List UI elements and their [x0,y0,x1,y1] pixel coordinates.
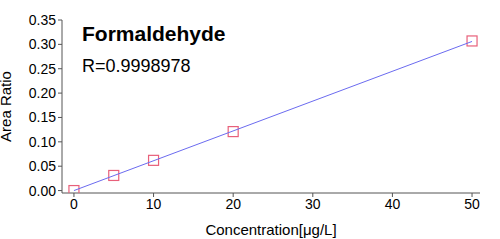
svg-text:0.15: 0.15 [29,109,56,125]
svg-text:0.20: 0.20 [29,85,56,101]
svg-text:0: 0 [70,196,78,212]
svg-text:20: 20 [225,196,241,212]
svg-text:0.05: 0.05 [29,158,56,174]
svg-text:30: 30 [305,196,321,212]
html-text:Formaldehyde: Formaldehyde [82,22,226,45]
svg-text:0.30: 0.30 [29,36,56,52]
svg-text:0.00: 0.00 [29,183,56,199]
svg-text:10: 10 [146,196,162,212]
svg-text:Area Ratio: Area Ratio [8,71,14,142]
html-text:R=0.9998978: R=0.9998978 [82,56,191,76]
svg-text:0.35: 0.35 [29,12,56,28]
svg-text:40: 40 [385,196,401,212]
svg-text:Concentration[μg/L]: Concentration[μg/L] [205,221,336,238]
svg-text:0.10: 0.10 [29,134,56,150]
svg-text:50: 50 [464,196,480,212]
svg-text:0.25: 0.25 [29,61,56,77]
